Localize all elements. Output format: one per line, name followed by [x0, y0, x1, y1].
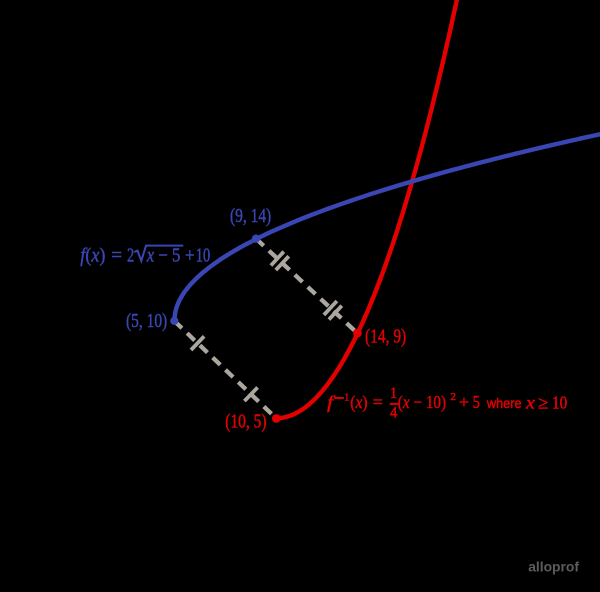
svg-text:2: 2	[450, 391, 456, 402]
svg-text:1: 1	[344, 392, 349, 403]
svg-text:≥: ≥	[538, 393, 548, 413]
svg-text:where: where	[486, 396, 522, 412]
svg-text:(5, 10): (5, 10)	[126, 309, 167, 332]
svg-text:(14, 9): (14, 9)	[365, 325, 406, 348]
svg-text:x − 5: x − 5	[146, 244, 181, 266]
svg-text:+: +	[185, 244, 195, 267]
svg-text:(10, 5): (10, 5)	[225, 410, 266, 433]
svg-text:alloprof: alloprof	[528, 558, 579, 574]
svg-text:10: 10	[552, 392, 567, 413]
svg-text:=: =	[373, 392, 383, 412]
svg-text:=: =	[111, 245, 122, 266]
svg-text:(x − 10): (x − 10)	[398, 392, 446, 413]
svg-text:f(x): f(x)	[80, 245, 105, 267]
svg-text:1: 1	[390, 386, 397, 402]
svg-text:2: 2	[127, 243, 134, 266]
svg-text:4: 4	[390, 405, 398, 421]
svg-text:+: +	[459, 392, 469, 412]
svg-text:f: f	[327, 392, 336, 412]
svg-text:5: 5	[473, 393, 480, 412]
svg-text:10: 10	[196, 243, 211, 266]
svg-text:x: x	[525, 393, 535, 413]
svg-text:(x): (x)	[350, 392, 367, 412]
svg-text:(9, 14): (9, 14)	[230, 204, 271, 227]
